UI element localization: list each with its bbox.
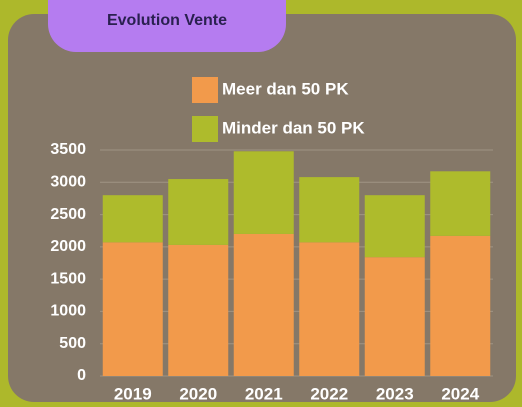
x-tick-label: 2020	[179, 384, 217, 403]
bar-segment	[299, 177, 360, 243]
y-tick-label: 2000	[50, 238, 86, 255]
bar-segment	[364, 195, 425, 258]
y-tick-label: 3500	[50, 141, 86, 158]
chart-title: Evolution Vente	[107, 12, 227, 29]
x-tick-label: 2021	[245, 384, 283, 403]
bar-segment	[168, 179, 229, 245]
bar-segment	[299, 242, 360, 376]
legend-swatch	[192, 77, 218, 103]
legend-label: Meer dan 50 PK	[222, 79, 349, 98]
bar-segment	[364, 257, 425, 376]
y-tick-label: 0	[77, 367, 86, 384]
bar-segment	[102, 195, 163, 243]
bar-segment	[430, 235, 491, 376]
y-tick-label: 1500	[50, 270, 86, 287]
bar-segment	[102, 242, 163, 376]
y-tick-label: 1000	[50, 303, 86, 320]
legend-label: Minder dan 50 PK	[222, 118, 365, 137]
title-tab	[48, 0, 286, 52]
x-tick-label: 2023	[376, 384, 414, 403]
bar-segment	[233, 151, 294, 234]
x-tick-label: 2019	[114, 384, 152, 403]
bar-segment	[233, 233, 294, 376]
y-tick-label: 2500	[50, 206, 86, 223]
legend-swatch	[192, 116, 218, 142]
x-tick-label: 2024	[441, 384, 479, 403]
bar-segment	[430, 171, 491, 236]
x-tick-label: 2022	[310, 384, 348, 403]
bar-segment	[168, 244, 229, 376]
y-tick-label: 500	[59, 335, 86, 352]
y-tick-label: 3000	[50, 174, 86, 191]
